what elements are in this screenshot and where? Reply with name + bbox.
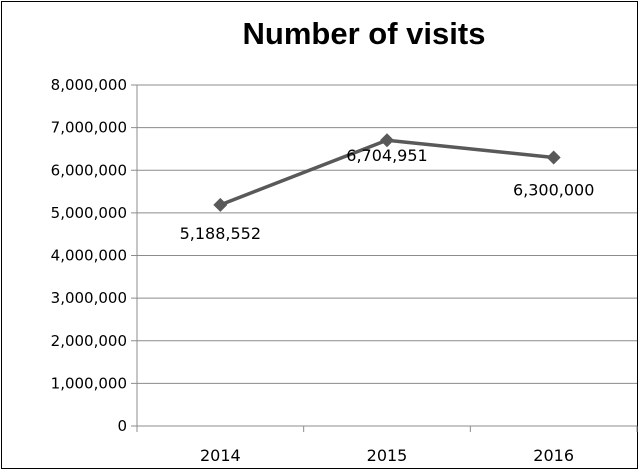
y-tick-label: 4,000,000 bbox=[51, 247, 127, 265]
y-tick-label: 7,000,000 bbox=[51, 119, 127, 137]
y-axis-tick-labels: 0 1,000,000 2,000,000 3,000,000 4,000,000 5,0… bbox=[51, 76, 137, 435]
y-tick-label: 8,000,000 bbox=[51, 76, 127, 94]
y-tick-label: 1,000,000 bbox=[51, 374, 127, 392]
data-labels: 5,188,552 6,704,951 6,300,000 bbox=[180, 146, 595, 243]
x-tick-label: 2016 bbox=[533, 446, 574, 465]
data-label: 5,188,552 bbox=[180, 224, 261, 243]
x-axis: 2014 2015 2016 bbox=[136, 425, 638, 465]
y-tick-label: 2,000,000 bbox=[51, 332, 127, 350]
series bbox=[213, 133, 561, 212]
data-point-marker bbox=[213, 197, 228, 212]
y-tick-label: 6,000,000 bbox=[51, 161, 127, 179]
y-tick-label: 5,000,000 bbox=[51, 204, 127, 222]
chart-title: Number of visits bbox=[243, 16, 486, 51]
data-label: 6,300,000 bbox=[513, 180, 594, 199]
y-tick-label: 3,000,000 bbox=[51, 289, 127, 307]
data-label: 6,704,951 bbox=[346, 146, 427, 165]
y-tick-label: 0 bbox=[117, 417, 127, 435]
data-point-marker bbox=[546, 150, 561, 165]
x-tick-label: 2015 bbox=[367, 446, 408, 465]
data-point-marker bbox=[380, 133, 394, 148]
x-tick-label: 2014 bbox=[200, 446, 241, 465]
